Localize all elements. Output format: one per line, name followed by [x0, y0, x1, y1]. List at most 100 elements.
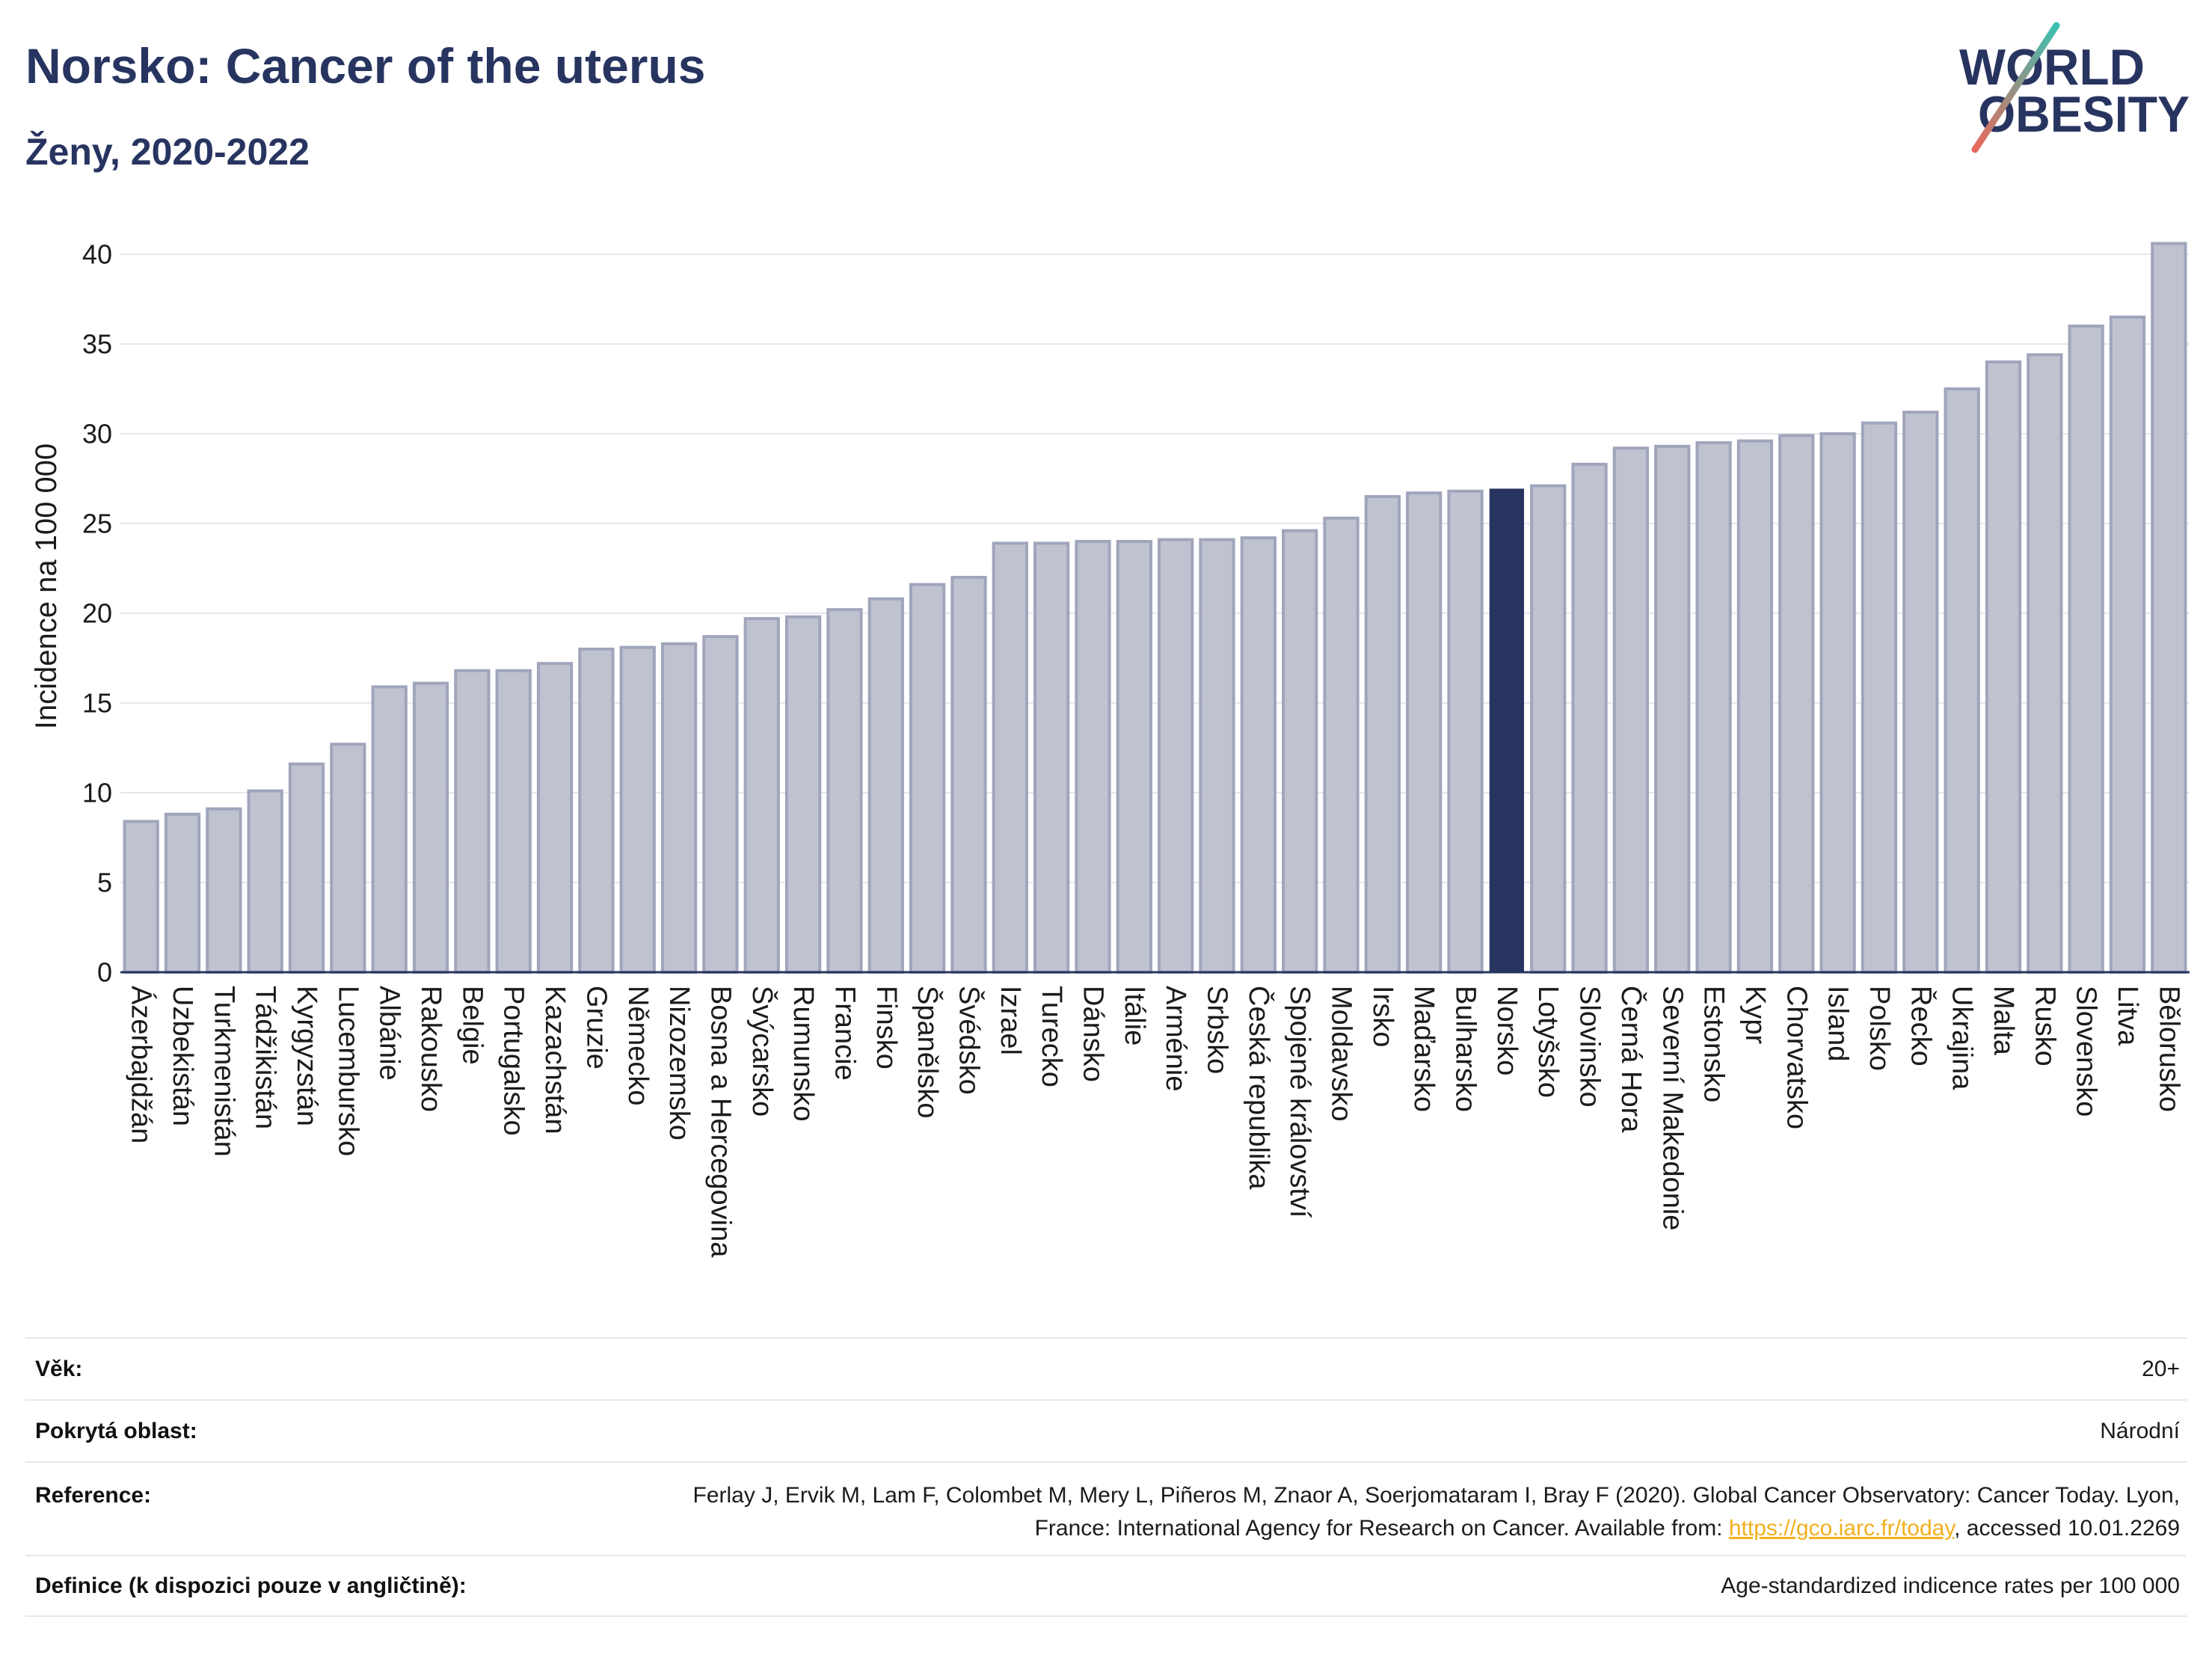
bar: [950, 576, 987, 974]
info-label: Věk:: [35, 1356, 83, 1381]
y-tick-label: 5: [97, 868, 112, 898]
x-tick-label: Švédsko: [953, 986, 986, 1095]
x-tick-label: Slovensko: [2071, 986, 2102, 1117]
bar: [867, 597, 904, 974]
x-tick-label: Finsko: [870, 986, 902, 1069]
bar: [1323, 516, 1360, 974]
bar: [454, 669, 491, 974]
x-tick-label: Norsko: [1491, 986, 1523, 1075]
bar: [660, 642, 698, 974]
reference-text: Ferlay J, Ervik M, Lam F, Colombet M, Me…: [617, 1479, 2180, 1545]
y-tick-label: 0: [97, 957, 112, 988]
x-tick-label: Turecko: [1036, 986, 1067, 1087]
bar: [1778, 434, 1815, 974]
bar: [702, 635, 739, 974]
bar: [2151, 242, 2187, 974]
x-tick-label: Francie: [829, 986, 860, 1081]
x-tick-label: Uzbekistán: [167, 986, 198, 1126]
info-label: Definice (k dispozici pouze v angličtině…: [35, 1573, 467, 1598]
bar: [578, 648, 615, 974]
bar: [1116, 540, 1152, 974]
bar: [1199, 538, 1235, 974]
bar-highlighted: [1489, 488, 1525, 973]
bar: [909, 583, 946, 974]
x-tick-label: Irsko: [1367, 986, 1398, 1047]
x-tick-label: Ázerbajdžán: [126, 986, 158, 1143]
x-tick-label: Portugalsko: [498, 986, 529, 1136]
logo-text-world: WORLD: [1959, 39, 2145, 96]
x-tick-label: Německo: [622, 986, 654, 1106]
x-tick-label: Kypr: [1739, 986, 1771, 1044]
bar: [1571, 462, 1608, 974]
x-tick-label: Kazachstán: [539, 986, 571, 1134]
bar: [1075, 540, 1111, 974]
x-tick-label: Estonsko: [1698, 986, 1730, 1102]
x-tick-label: Rusko: [2029, 986, 2060, 1066]
reference-link[interactable]: https://gco.iarc.fr/today: [1728, 1516, 1955, 1541]
x-tick-label: Itálie: [1119, 986, 1150, 1045]
page-subtitle: Ženy, 2020-2022: [25, 131, 310, 173]
x-tick-label: Chorvatsko: [1781, 986, 1812, 1129]
reference-citation: Ferlay J, Ervik M, Lam F, Colombet M, Me…: [692, 1483, 2180, 1541]
bar: [371, 685, 408, 974]
x-tick-label: Kyrgyzstán: [291, 986, 322, 1126]
info-row-age: Věk: 20+: [25, 1337, 2187, 1399]
bar: [330, 743, 366, 974]
world-obesity-logo[interactable]: WORLD OBESITY: [1944, 15, 2199, 165]
x-tick-label: Arménie: [1160, 986, 1191, 1092]
x-tick-label: Moldavsko: [1326, 986, 1357, 1122]
y-tick-label: 35: [82, 329, 112, 360]
x-axis-ticks: Ázerbajdžán Uzbekistán Turkmenistán Tádžiki…: [126, 986, 2185, 1258]
y-tick-label: 15: [82, 688, 112, 719]
bars: [123, 242, 2187, 974]
page-title: Norsko: Cancer of the uterus: [25, 38, 706, 93]
x-tick-label: Slovinsko: [1574, 986, 1606, 1108]
info-value: Age-standardized indicence rates per 100…: [1721, 1573, 2180, 1598]
bar: [1282, 529, 1318, 974]
y-axis-ticks: 0 5 10 15 20 25 30 35 40: [82, 239, 112, 988]
y-tick-label: 25: [82, 509, 112, 539]
bar: [247, 789, 283, 974]
reference-accessed: , accessed 10.01.2269: [1954, 1516, 2180, 1541]
y-tick-label: 10: [82, 778, 112, 808]
x-tick-label: Lucembursko: [332, 986, 363, 1156]
info-label: Pokrytá oblast:: [35, 1418, 197, 1443]
x-tick-label: Lotyšsko: [1532, 986, 1564, 1098]
x-tick-label: Srbsko: [1202, 986, 1233, 1074]
bar: [784, 615, 822, 974]
info-table: Věk: 20+ Pokrytá oblast: Národní Referen…: [25, 1337, 2187, 1617]
bar: [2027, 353, 2063, 974]
bar: [1530, 484, 1567, 974]
x-tick-label: Tádžikistán: [250, 986, 281, 1129]
bar: [1819, 432, 1856, 974]
x-tick-label: Litva: [2112, 986, 2143, 1046]
x-tick-label: Česká republika: [1243, 986, 1276, 1190]
logo-slash-icon: [1971, 22, 2060, 153]
bar: [206, 807, 242, 974]
bar: [1406, 491, 1443, 974]
x-tick-label: Island: [1822, 986, 1854, 1061]
bar: [1944, 387, 1980, 974]
bar: [1695, 441, 1732, 974]
bar: [1902, 411, 1939, 974]
bar: [288, 762, 325, 974]
y-tick-label: 20: [82, 598, 112, 629]
x-tick-label: Dánsko: [1077, 986, 1108, 1082]
y-tick-label: 40: [82, 239, 112, 270]
x-tick-label: Řecko: [1905, 986, 1937, 1066]
y-axis-title: Incidence na 100 000: [30, 443, 63, 730]
x-tick-label: Španělsko: [912, 986, 944, 1118]
info-value: Národní: [2100, 1418, 2180, 1443]
bar: [1612, 446, 1650, 974]
x-tick-label: Malta: [1988, 986, 2019, 1056]
bar: [2109, 316, 2146, 974]
bar: [1447, 489, 1484, 974]
x-tick-label: Severní Makedonie: [1656, 986, 1688, 1230]
bar: [1033, 541, 1070, 974]
bar: [1985, 360, 2022, 974]
x-tick-label: Albánie: [374, 986, 405, 1081]
x-tick-label: Rumunsko: [787, 986, 819, 1122]
x-tick-label: Švýcarsko: [746, 986, 779, 1117]
x-tick-label: Bulharsko: [1450, 986, 1481, 1112]
bar: [1158, 538, 1194, 974]
